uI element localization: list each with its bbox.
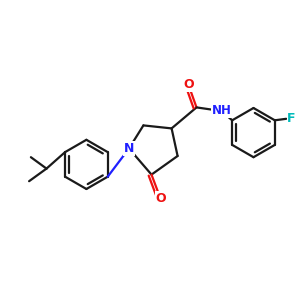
Text: N: N (124, 142, 134, 155)
Text: NH: NH (212, 104, 231, 118)
Text: O: O (183, 78, 194, 91)
Text: F: F (287, 112, 296, 125)
Text: O: O (155, 192, 166, 205)
